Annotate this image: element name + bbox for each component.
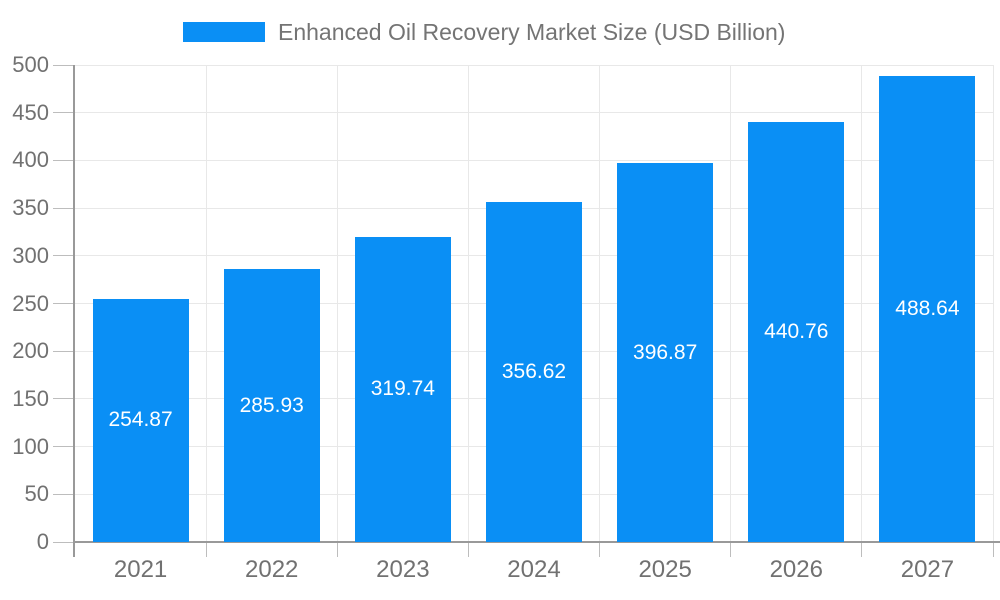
x-axis-tick [730,542,732,557]
bar-2026[interactable]: 440.76 [748,121,845,542]
y-axis-label: 0 [36,529,49,554]
x-axis-label-2023: 2023 [376,556,430,583]
bar-2021[interactable]: 254.87 [92,298,189,542]
y-axis-label: 100 [12,433,49,459]
x-axis-tick [861,542,863,557]
y-axis-tick [53,303,75,304]
bar-value-label: 285.93 [239,393,304,417]
bar-value-label: 254.87 [108,408,173,432]
y-axis-label: 150 [12,385,49,411]
bar-2024[interactable]: 356.62 [486,201,582,542]
y-axis-label: 500 [12,52,49,77]
bar-2023[interactable]: 319.74 [354,236,451,542]
x-gridline [861,65,863,542]
x-axis-label-2022: 2022 [245,556,299,583]
x-axis-label-2026: 2026 [769,556,823,583]
x-axis-label-2025: 2025 [638,556,692,583]
x-gridline [992,65,994,542]
bar-value-label: 319.74 [370,377,435,401]
bar-2022[interactable]: 285.93 [223,269,320,542]
x-axis-label-2021: 2021 [113,556,168,583]
x-axis-tick [467,542,469,557]
x-axis-label-2027: 2027 [900,556,955,583]
x-gridline [730,65,732,542]
y-axis-tick [53,446,75,448]
y-axis-tick [53,493,75,495]
y-axis-tick [53,398,75,400]
x-axis-label-2024: 2024 [507,556,561,583]
y-gridline [75,112,993,114]
x-gridline [336,65,338,542]
y-axis-label: 50 [24,481,49,507]
bar-value-label: 488.64 [895,296,960,320]
y-gridline [75,159,993,161]
y-axis-tick [53,350,75,352]
y-axis-tick [53,112,75,114]
bar-2025[interactable]: 396.87 [617,163,714,542]
legend-label: Enhanced Oil Recovery Market Size (USD B… [278,18,786,45]
x-axis-tick [336,542,338,557]
y-gridline [75,64,993,66]
y-axis-label: 250 [12,290,49,316]
x-gridline [467,65,469,542]
y-axis-line [73,65,75,557]
x-axis-tick [599,542,601,557]
y-axis-tick [53,541,75,543]
x-axis-tick [205,542,207,557]
y-axis-label: 200 [12,338,49,364]
legend[interactable]: Enhanced Oil Recovery Market Size (USD B… [183,18,785,46]
y-axis-tick [53,64,75,66]
y-axis-label: 350 [12,195,49,221]
y-axis-tick [53,255,75,257]
legend-swatch [183,22,265,42]
x-axis-tick [992,542,994,557]
y-axis-label: 450 [12,99,49,125]
x-gridline [205,65,207,542]
bar-2027[interactable]: 488.64 [879,75,976,542]
y-axis-label: 400 [12,147,49,173]
y-axis-tick [53,207,75,209]
bar-value-label: 356.62 [501,359,567,383]
y-axis-tick [53,159,75,161]
x-gridline [599,65,601,542]
x-axis-line [73,541,1000,543]
bar-value-label: 440.76 [764,319,829,343]
bar-value-label: 396.87 [633,340,698,364]
y-axis-label: 300 [12,242,49,268]
